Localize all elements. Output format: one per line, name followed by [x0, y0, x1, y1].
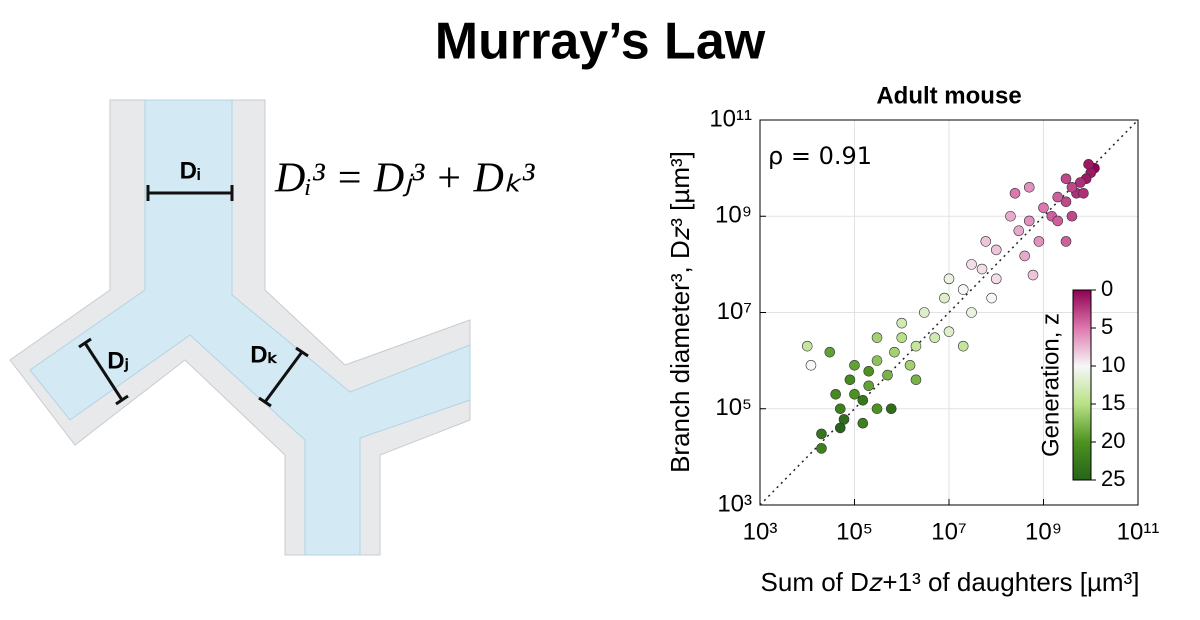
- plot-frame: [759, 119, 1139, 506]
- y-tick-label: 10⁵: [715, 394, 752, 421]
- x-axis-label: Sum of D𝑧+1³ of daughters [µm³]: [761, 567, 1140, 597]
- point: [896, 332, 908, 343]
- point: [1019, 250, 1030, 262]
- point: [1023, 215, 1035, 227]
- point: [889, 346, 900, 358]
- x-tick-label: 10⁹: [1025, 518, 1062, 545]
- point: [1023, 181, 1035, 193]
- colorbar-label: Generation, z: [1037, 313, 1064, 457]
- point: [957, 284, 969, 295]
- x-tick-label: 10⁵: [836, 518, 873, 545]
- point: [871, 332, 883, 343]
- point: [863, 380, 875, 392]
- point: [871, 355, 883, 366]
- point: [834, 403, 846, 415]
- point: [857, 417, 869, 429]
- x-tick-label: 10³: [743, 518, 778, 545]
- point: [1060, 236, 1072, 247]
- pipe-lumen: [29, 99, 471, 556]
- point: [896, 317, 908, 329]
- point: [966, 307, 977, 318]
- point: [1013, 225, 1025, 237]
- colorbar-tick-label: 0: [1101, 276, 1113, 301]
- figure-title: Murray’s Law: [435, 13, 766, 71]
- colorbar: [1072, 289, 1092, 481]
- point: [805, 359, 817, 371]
- point: [1052, 215, 1064, 227]
- point: [1033, 236, 1045, 247]
- point: [943, 273, 955, 285]
- point: [844, 374, 856, 386]
- point: [885, 403, 897, 415]
- colorbar-tick-label: 5: [1101, 314, 1113, 339]
- point: [1009, 187, 1021, 199]
- point: [990, 273, 1002, 285]
- point: [904, 359, 916, 371]
- measure-lines: [78, 185, 309, 408]
- colorbar-tick-label: 15: [1101, 390, 1125, 415]
- annotation: ρ = 0.91: [768, 142, 872, 170]
- point: [871, 403, 883, 415]
- y-axis-label: Branch diameter³, D𝑧³ [µm³]: [665, 151, 695, 473]
- y-tick-label: 10³: [717, 490, 752, 517]
- point: [1052, 191, 1064, 203]
- point: [1074, 177, 1086, 188]
- point: [824, 346, 836, 358]
- point: [1005, 210, 1016, 222]
- point: [986, 292, 997, 304]
- point: [966, 259, 977, 270]
- point: [1060, 173, 1072, 185]
- point: [882, 369, 893, 381]
- point: [1066, 181, 1078, 193]
- point: [1038, 202, 1049, 214]
- x-tick-label: 10⁷: [931, 518, 966, 545]
- y-tick-label: 10⁹: [715, 202, 752, 229]
- colorbar-tick-label: 10: [1101, 352, 1125, 377]
- point: [1027, 269, 1039, 281]
- diameter-label: Dₖ: [250, 341, 278, 368]
- chart-title: Adult mouse: [876, 82, 1021, 109]
- point: [849, 359, 860, 371]
- point: [801, 340, 813, 352]
- point: [834, 422, 846, 434]
- point: [957, 340, 969, 352]
- point: [990, 244, 1002, 256]
- point: [1060, 196, 1072, 208]
- point: [943, 326, 955, 337]
- diameter-label: Dⱼ: [107, 347, 129, 374]
- point: [976, 263, 988, 275]
- pipe-diagram: Dᵢ Dⱼ Dₖ Dᵢ³ = Dⱼ³ + Dₖ³: [9, 99, 536, 556]
- point: [849, 388, 860, 400]
- point: [830, 388, 841, 400]
- point: [910, 340, 922, 352]
- colorbar-tick-label: 25: [1101, 466, 1125, 491]
- diameter-label: Dᵢ: [180, 157, 201, 184]
- x-tick-label: 10¹¹: [1117, 518, 1160, 545]
- point: [863, 366, 875, 377]
- point: [918, 307, 930, 318]
- equation: Dᵢ³ = Dⱼ³ + Dₖ³: [274, 156, 536, 202]
- point: [1066, 210, 1078, 222]
- point: [1078, 187, 1089, 199]
- y-tick-label: 10⁷: [717, 298, 752, 325]
- point: [816, 443, 827, 454]
- point: [816, 428, 827, 440]
- point: [929, 332, 941, 343]
- y-tick-label: 10¹¹: [709, 105, 752, 132]
- point: [939, 292, 950, 304]
- point: [857, 394, 869, 406]
- point: [910, 374, 922, 386]
- point: [1083, 159, 1094, 170]
- colorbar-tick-label: 20: [1101, 428, 1125, 453]
- point: [980, 236, 992, 247]
